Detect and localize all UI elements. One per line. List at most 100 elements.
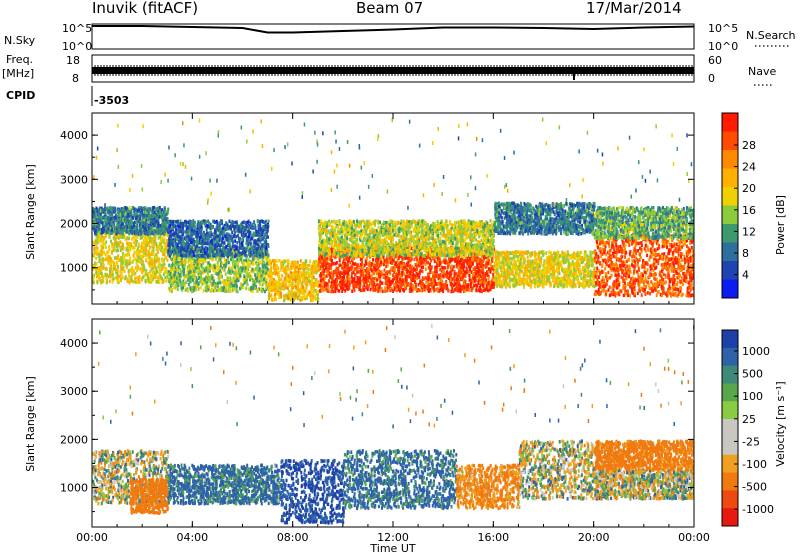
power-cell <box>287 278 290 283</box>
power-cell <box>111 259 114 264</box>
power-cell <box>133 230 136 234</box>
power-cell <box>474 272 477 276</box>
power-cell <box>143 248 146 253</box>
power-cell <box>100 262 103 267</box>
power-cell <box>286 267 289 272</box>
power-cell <box>272 288 275 292</box>
power-cell <box>121 242 124 246</box>
power-cell <box>176 253 179 258</box>
power-cell <box>92 226 95 231</box>
power-cell <box>142 263 145 268</box>
power-cell <box>160 263 163 268</box>
power-cell <box>154 255 157 260</box>
power-cell <box>219 219 222 223</box>
power-cell <box>129 268 132 272</box>
power-cell <box>315 260 318 265</box>
power-cell <box>203 220 206 224</box>
power-cell <box>143 212 145 216</box>
power-cell <box>283 287 286 291</box>
power-cell <box>206 271 209 275</box>
power-cell <box>173 240 176 244</box>
power-cell <box>268 297 270 301</box>
power-cell <box>130 242 133 246</box>
power-cell <box>197 228 200 233</box>
power-cell <box>311 298 314 302</box>
power-cell <box>232 276 235 281</box>
power-cell <box>265 246 267 250</box>
power-cell <box>185 244 188 249</box>
power-cell <box>491 279 493 283</box>
power-cell <box>177 250 180 255</box>
power-cell <box>405 286 408 290</box>
power-cell <box>289 271 292 275</box>
power-cell <box>205 283 208 288</box>
power-cell <box>300 283 303 287</box>
power-cell <box>294 266 297 271</box>
power-cell <box>224 279 227 283</box>
power-cell <box>234 272 237 276</box>
power-cell <box>251 286 254 290</box>
cpid-label: CPID <box>6 89 35 102</box>
power-cell <box>315 281 318 285</box>
power-cell <box>235 234 238 239</box>
power-cell <box>198 260 201 265</box>
power-cell <box>257 247 260 251</box>
power-cell <box>250 270 252 274</box>
power-cell <box>117 241 120 245</box>
power-cell <box>123 233 126 238</box>
power-cell <box>199 273 202 277</box>
power-cell <box>163 210 166 214</box>
power-cell <box>175 257 178 261</box>
power-cell <box>152 214 155 219</box>
power-cell <box>221 280 224 284</box>
power-cell <box>218 238 221 242</box>
power-cell <box>123 219 126 223</box>
power-cell <box>173 285 176 290</box>
power-cell <box>108 233 111 237</box>
power-cell <box>263 263 266 267</box>
power-cell <box>144 235 146 239</box>
power-cell <box>326 261 329 265</box>
power-cell <box>183 264 186 268</box>
power-cell <box>187 225 190 229</box>
power-cell <box>147 271 150 276</box>
power-cell <box>169 272 172 276</box>
power-cell <box>191 221 193 225</box>
power-cell <box>141 217 144 222</box>
power-cell <box>472 267 475 271</box>
power-cell <box>137 206 140 210</box>
power-cell <box>252 226 255 230</box>
power-cell <box>262 265 265 269</box>
power-cell <box>312 273 315 278</box>
power-cell <box>210 225 213 230</box>
power-cell <box>187 289 190 293</box>
power-cell <box>183 283 186 287</box>
power-cell <box>190 261 193 266</box>
power-cell <box>315 278 318 282</box>
power-cell <box>190 254 193 258</box>
power-cell <box>257 251 260 255</box>
power-cell <box>350 275 353 279</box>
power-cell <box>266 250 269 254</box>
power-cell <box>148 230 151 234</box>
power-cell <box>305 259 308 263</box>
power-cell <box>179 236 182 240</box>
power-cell <box>100 233 103 238</box>
power-cell <box>240 284 243 289</box>
power-cell <box>148 264 151 268</box>
power-cell <box>138 227 141 232</box>
power-cell <box>260 247 263 252</box>
power-cell <box>492 272 495 277</box>
power-cell <box>192 278 195 282</box>
power-cell <box>229 288 231 292</box>
power-cell <box>263 220 266 225</box>
power-cell <box>136 280 139 284</box>
power-cell <box>295 271 298 275</box>
power-cell <box>210 232 213 237</box>
power-cell <box>179 219 182 223</box>
power-cell <box>132 235 135 240</box>
power-cell <box>137 246 139 251</box>
power-cell <box>105 245 107 249</box>
power-cell <box>264 233 267 237</box>
power-cell <box>301 273 303 277</box>
